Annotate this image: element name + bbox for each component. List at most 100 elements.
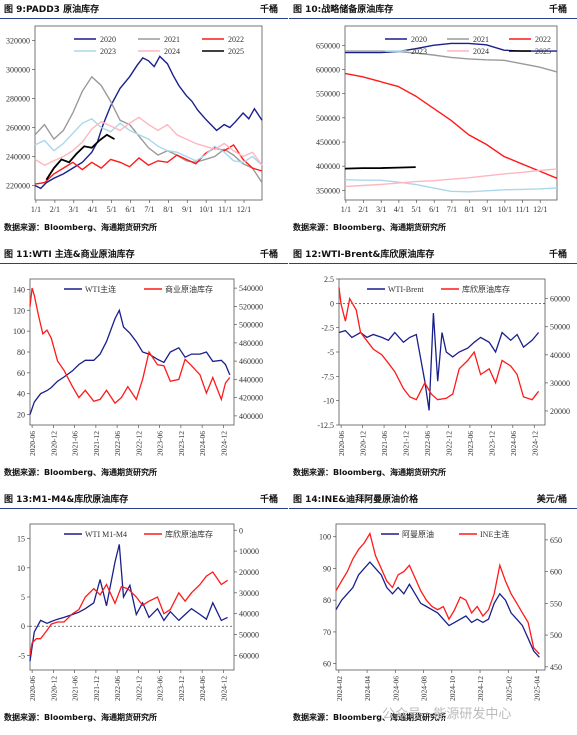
x-tick-label: 3/1 xyxy=(69,205,79,214)
legend-label: WTI-Brent xyxy=(388,285,424,294)
y-right-tick-label: 600 xyxy=(550,568,562,577)
x-tick-label: 2024-06 xyxy=(198,431,207,456)
y-left-tick-label: -10 xyxy=(323,397,334,406)
y-tick-label: 280000 xyxy=(6,95,30,104)
legend-label: 商业原油库存 xyxy=(165,284,213,294)
chart-wti-commercial: 20 40 60 80 100 120 140 400000 420000 440000 46000… xyxy=(13,278,263,456)
chart-title: 图 11:WTI 主连&商业原油库存 xyxy=(4,250,135,260)
y-tick-label: 260000 xyxy=(6,124,30,133)
x-tick-label: 2022-12 xyxy=(134,676,143,701)
x-tick-label: 11/1 xyxy=(516,205,530,214)
y-left-tick-label: -5 xyxy=(18,651,25,660)
x-tick-label: 4/1 xyxy=(394,205,404,214)
x-tick-label: 10/1 xyxy=(199,205,213,214)
y-tick-label: 550000 xyxy=(316,90,340,99)
chart-title: 图 12:WTI-Brent&库欣原油库存 xyxy=(293,250,435,260)
chart-unit: 千桶 xyxy=(259,495,278,505)
y-right-tick-label: 650 xyxy=(550,536,562,545)
x-tick-label: 2024-12 xyxy=(219,676,228,701)
y-left-tick-label: 0 xyxy=(330,299,334,308)
x-tick-label: 2024-02 xyxy=(335,676,344,701)
y-right-tick-label: 400000 xyxy=(239,412,263,421)
y-right-tick-label: 0 xyxy=(239,526,243,535)
y-left-tick-label: 70 xyxy=(323,628,331,637)
watermark: 公众号 · 能源研发中心 xyxy=(382,707,512,722)
legend-label: 2021 xyxy=(473,35,489,44)
plot-frame xyxy=(335,523,546,671)
series-line-2025 xyxy=(344,166,416,170)
chart-unit: 千桶 xyxy=(548,5,567,15)
source-note: 数据来源：Bloomberg、海通期货研究所 xyxy=(293,468,446,477)
x-tick-label: 2020-06 xyxy=(28,431,37,456)
x-tick-label: 2/1 xyxy=(50,205,60,214)
panel-wti-brent-cushing: 图 12:WTI-Brent&库欣原油库存 千桶 -12.5 -10 -7.5 -5-… xyxy=(289,245,577,490)
y-right-tick-label: 30000 xyxy=(550,379,570,388)
series-line-2020 xyxy=(34,55,263,190)
legend-label: 2025 xyxy=(535,47,551,56)
legend-label: 2024 xyxy=(164,47,180,56)
y-right-tick-label: 500 xyxy=(550,631,562,640)
y-right-tick-label: 40000 xyxy=(550,351,570,360)
y-tick-label: 300000 xyxy=(6,66,30,75)
panel-m1m4-cushing: 图 13:M1-M4&库欣原油库存 千桶 -5 0 5 10 15 0 10000 20000… xyxy=(0,490,288,735)
source-note: 数据来源：Bloomberg、海通期货研究所 xyxy=(4,713,157,722)
series-line xyxy=(338,287,540,401)
y-left-tick-label: 60 xyxy=(17,369,25,378)
x-tick-label: 7/1 xyxy=(447,205,457,214)
x-tick-label: 2023-12 xyxy=(487,431,496,456)
y-left-tick-label: 2.5 xyxy=(324,275,334,284)
series-line-2021 xyxy=(345,50,558,73)
legend-label: INE主连 xyxy=(480,529,509,539)
series-line xyxy=(29,571,228,656)
panel-header xyxy=(0,0,288,19)
x-tick-label: 6/1 xyxy=(429,205,439,214)
y-right-tick-label: 450 xyxy=(550,663,562,672)
y-right-tick-label: 480000 xyxy=(239,339,263,348)
y-left-tick-label: 0 xyxy=(21,622,25,631)
x-tick-label: 2025-04 xyxy=(533,676,542,701)
y-left-tick-label: 80 xyxy=(17,348,25,357)
x-tick-label: 2023-06 xyxy=(156,676,165,701)
panel-header xyxy=(289,0,577,19)
x-tick-label: 2024-04 xyxy=(363,676,372,701)
legend-label: 库欣原油库存 xyxy=(462,284,510,294)
series-line xyxy=(29,544,228,662)
x-tick-label: 8/1 xyxy=(163,205,173,214)
plot-frame xyxy=(338,278,546,426)
chart-ine-oman: 60 70 80 90 100 450 500 550 600 650 2024-02 2024-04… xyxy=(319,523,562,701)
x-tick-label: 2020-12 xyxy=(49,431,58,456)
x-tick-label: 2020-12 xyxy=(359,431,368,456)
x-tick-label: 2021-12 xyxy=(92,431,101,456)
legend-label: WTI M1-M4 xyxy=(85,530,127,539)
x-tick-label: 2022-06 xyxy=(423,431,432,456)
y-left-tick-label: -2.5 xyxy=(321,324,334,333)
series-line-2021 xyxy=(34,75,263,183)
x-tick-label: 2025-02 xyxy=(504,676,513,701)
chart-title: 图 10:战略储备原油库存 xyxy=(293,5,394,15)
x-tick-label: 2020-12 xyxy=(49,676,58,701)
x-tick-label: 2021-06 xyxy=(71,676,80,701)
x-tick-label: 2024-06 xyxy=(391,676,400,701)
y-left-tick-label: 15 xyxy=(17,535,25,544)
x-tick-label: 2024-06 xyxy=(509,431,518,456)
y-right-tick-label: 20000 xyxy=(550,407,570,416)
x-tick-label: 5/1 xyxy=(411,205,421,214)
y-left-tick-label: 5 xyxy=(21,593,25,602)
legend-label: 2024 xyxy=(473,47,489,56)
y-tick-label: 240000 xyxy=(6,153,30,162)
x-tick-label: 2021-12 xyxy=(402,431,411,456)
y-left-tick-label: 140 xyxy=(13,285,25,294)
chart-padd3: 220000 240000 260000 280000 300000 320000 1/1 2… xyxy=(6,25,263,214)
series-line-2024 xyxy=(344,168,558,188)
legend-label: 2020 xyxy=(411,35,427,44)
chart-unit: 千桶 xyxy=(259,5,278,15)
y-left-tick-label: 120 xyxy=(13,306,25,315)
x-tick-label: 8/1 xyxy=(464,205,474,214)
x-tick-label: 12/1 xyxy=(533,205,547,214)
y-tick-label: 350000 xyxy=(316,186,340,195)
y-tick-label: 320000 xyxy=(6,37,30,46)
y-right-tick-label: 420000 xyxy=(239,394,263,403)
y-left-tick-label: -5 xyxy=(327,348,334,357)
x-tick-label: 2020-06 xyxy=(337,431,346,456)
x-tick-label: 2024-12 xyxy=(476,676,485,701)
